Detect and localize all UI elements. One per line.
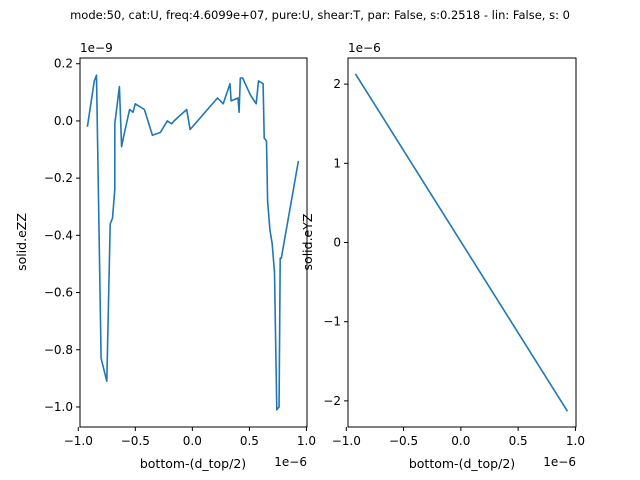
y-tick-label-ezz-0: −1.0 <box>44 400 73 414</box>
x-offset-label-eyz: 1e−6 <box>543 455 576 469</box>
y-tick-label-ezz-3: −0.4 <box>44 228 73 242</box>
series-line-ezz-0 <box>86 74 300 411</box>
x-tick-label-ezz-3: 0.5 <box>240 434 259 448</box>
x-axis-label-ezz: bottom-(d_top/2) <box>140 456 246 471</box>
y-axis-label-eyz: solid.eYZ <box>300 214 315 271</box>
y-tick-label-eyz-0: −2 <box>323 394 341 408</box>
y-tick-label-ezz-6: 0.2 <box>54 57 73 71</box>
subplot-ezz: 1e−9 1e−6 bottom-(d_top/2) solid.eZZ −1.… <box>14 41 316 471</box>
subplot-eyz: 1e−6 1e−6 bottom-(d_top/2) solid.eYZ −1.… <box>300 41 585 471</box>
x-tick-label-eyz-2: 0.0 <box>451 434 470 448</box>
series-line-eyz-0 <box>354 73 569 412</box>
y-tick-label-eyz-3: 1 <box>333 156 341 170</box>
y-tick-label-ezz-1: −0.8 <box>44 343 73 357</box>
x-tick-label-eyz-4: 1.0 <box>566 434 585 448</box>
figure-suptitle: mode:50, cat:U, freq:4.6099e+07, pure:U,… <box>70 8 570 22</box>
y-axis-label-ezz: solid.eZZ <box>14 213 29 271</box>
y-tick-label-ezz-4: −0.2 <box>44 171 73 185</box>
x-tick-label-eyz-0: −1.0 <box>332 434 361 448</box>
x-tick-label-ezz-4: 1.0 <box>297 434 316 448</box>
x-tick-label-eyz-3: 0.5 <box>509 434 528 448</box>
y-offset-label-eyz: 1e−6 <box>348 41 381 55</box>
x-tick-label-eyz-1: −0.5 <box>389 434 418 448</box>
x-axis-label-eyz: bottom-(d_top/2) <box>409 456 515 471</box>
x-tick-label-ezz-1: −0.5 <box>121 434 150 448</box>
axes-frame-ezz <box>79 57 308 428</box>
y-tick-label-ezz-2: −0.6 <box>44 286 73 300</box>
y-tick-label-ezz-5: 0.0 <box>54 114 73 128</box>
x-tick-label-ezz-0: −1.0 <box>64 434 93 448</box>
y-tick-label-eyz-4: 2 <box>333 77 341 91</box>
y-offset-label-ezz: 1e−9 <box>80 41 113 55</box>
x-tick-label-ezz-2: 0.0 <box>183 434 202 448</box>
x-offset-label-ezz: 1e−6 <box>274 455 307 469</box>
y-tick-label-eyz-1: −1 <box>323 315 341 329</box>
y-tick-label-eyz-2: 0 <box>333 236 341 250</box>
